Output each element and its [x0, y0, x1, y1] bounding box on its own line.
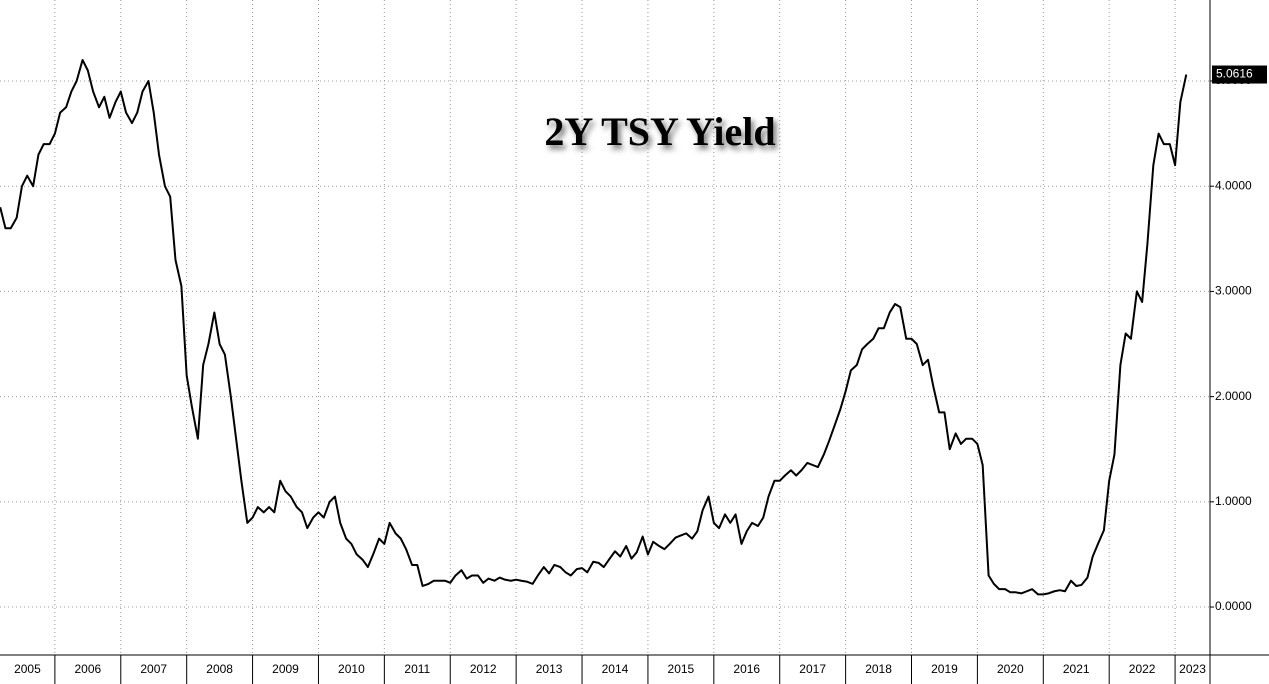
y-tick-label: 2.0000: [1215, 389, 1252, 403]
last-value-label: 5.0616: [1216, 67, 1253, 81]
x-tick-label: 2008: [206, 662, 233, 676]
x-tick-label: 2010: [338, 662, 365, 676]
x-tick-label: 2019: [931, 662, 958, 676]
x-tick-label: 2017: [799, 662, 826, 676]
y-tick-label: 1.0000: [1215, 494, 1252, 508]
y-tick-label: 4.0000: [1215, 178, 1252, 192]
x-tick-label: 2005: [14, 662, 41, 676]
x-tick-label: 2016: [733, 662, 760, 676]
data-line: [0, 58, 1188, 596]
x-tick-label: 2021: [1063, 662, 1090, 676]
x-tick-label: 2018: [865, 662, 892, 676]
last-value-tag: [1212, 65, 1267, 84]
x-tick-label: 2013: [536, 662, 563, 676]
grid: [0, 0, 1210, 655]
x-tick-label: 2012: [470, 662, 497, 676]
x-tick-label: 2020: [997, 662, 1024, 676]
x-tick-label: 2022: [1129, 662, 1156, 676]
x-tick-label: 2009: [272, 662, 299, 676]
y-tick-label: 3.0000: [1215, 284, 1252, 298]
x-tick-label: 2011: [404, 662, 430, 676]
plot: [0, 58, 1188, 596]
x-tick-label: 2023: [1179, 662, 1206, 676]
x-tick-label: 2007: [140, 662, 167, 676]
y-tick-label: 0.0000: [1215, 599, 1252, 613]
chart-title: 2Y TSY Yield: [544, 109, 775, 154]
x-tick-label: 2015: [668, 662, 695, 676]
x-tick-label: 2006: [74, 662, 101, 676]
x-tick-label: 2014: [602, 662, 629, 676]
